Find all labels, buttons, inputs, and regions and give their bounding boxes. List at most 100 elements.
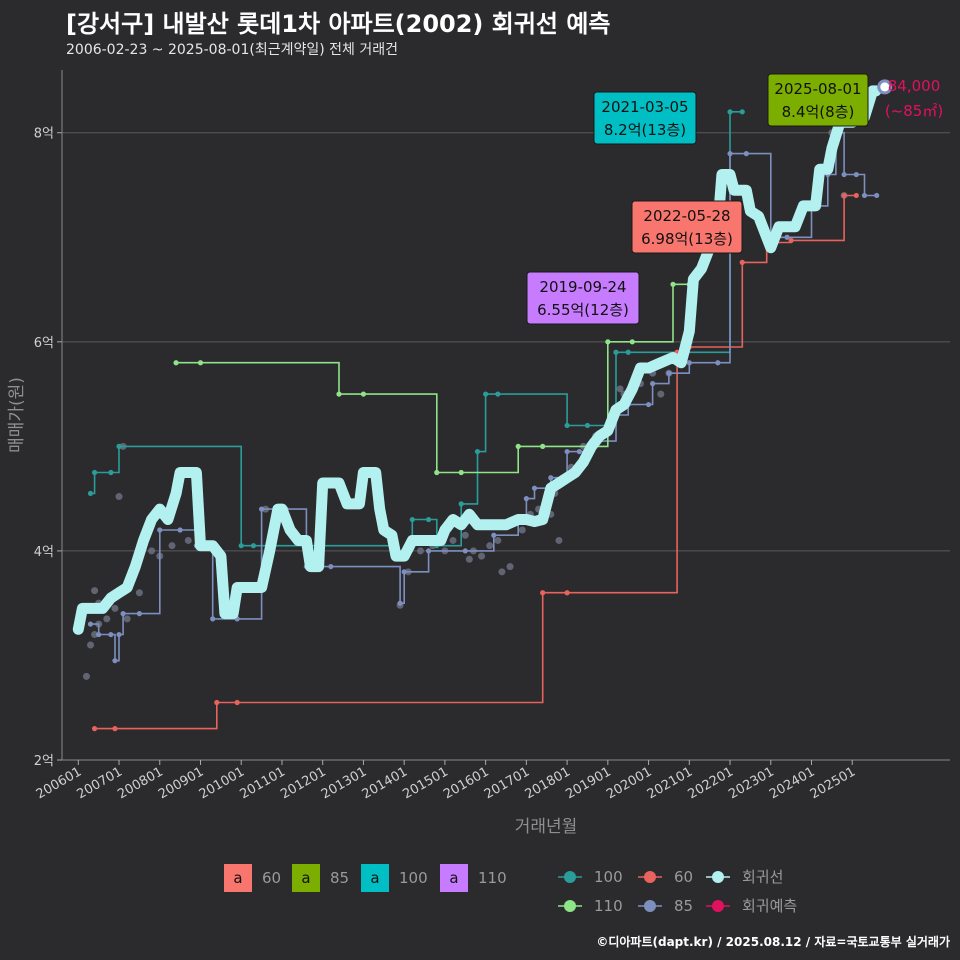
series-point-85	[841, 171, 847, 178]
series-point-100	[426, 516, 432, 523]
x-tick-label: 200701	[75, 764, 125, 802]
transaction-point	[184, 536, 192, 544]
x-tick-label: 201001	[197, 764, 247, 802]
legend-area-key: a	[370, 869, 379, 887]
series-point-100	[564, 422, 570, 429]
series-point-85	[784, 234, 790, 240]
series-point-100	[108, 469, 114, 476]
series-point-110	[434, 469, 440, 476]
series-point-110	[197, 360, 204, 366]
forecast-price-label: 84,000	[888, 77, 941, 95]
series-point-100	[238, 543, 244, 549]
series-point-85	[548, 475, 554, 481]
legend-area-swatch	[440, 864, 468, 892]
transaction-point	[518, 526, 526, 534]
series-point-60	[214, 699, 220, 706]
series-point-60	[739, 259, 745, 265]
legend-series-dot	[564, 900, 576, 912]
transaction-point	[416, 547, 424, 555]
x-tick-label: 202201	[686, 764, 736, 802]
series-point-100	[409, 516, 415, 523]
series-point-85	[177, 527, 183, 533]
legend-series-dot	[712, 871, 724, 883]
series-point-100	[727, 109, 733, 115]
series-point-100	[625, 349, 631, 355]
series-point-110	[605, 339, 611, 345]
transaction-point	[103, 615, 111, 623]
annotation-value: 8.4억(8층)	[782, 103, 855, 121]
legend-area-key: a	[233, 869, 242, 887]
y-tick-label: 2억	[34, 754, 54, 769]
x-tick-label: 200801	[115, 764, 165, 802]
series-point-85	[136, 611, 142, 617]
x-tick-label: 202401	[767, 764, 817, 802]
y-tick-label: 4억	[34, 545, 54, 560]
series-point-85	[666, 370, 672, 376]
legend-area-swatch	[224, 864, 252, 892]
x-tick-label: 200901	[156, 764, 206, 802]
series-point-100	[613, 349, 619, 355]
series-line-110	[176, 283, 690, 474]
series-point-110	[360, 391, 367, 397]
y-axis-title: 매매가(원)	[7, 377, 27, 453]
series-point-85	[645, 401, 652, 408]
series-point-85	[715, 360, 721, 366]
annotation-85: 2025-08-01 8.4억(8층)	[767, 73, 869, 127]
transaction-point	[91, 587, 99, 595]
legend-series-label: 60	[674, 868, 693, 886]
chart-title: [강서구] 내발산 롯데1차 아파트(2002) 회귀선 예측	[66, 10, 611, 38]
transaction-point	[135, 589, 143, 597]
x-tick-label: 202501	[808, 764, 858, 802]
series-point-60	[112, 726, 118, 732]
series-point-100	[483, 391, 489, 397]
series-point-85	[96, 631, 102, 638]
forecast-area-label: (~85㎡)	[885, 102, 943, 120]
legend-series-dot	[644, 900, 656, 912]
series-point-100	[739, 109, 745, 115]
series-line-100	[90, 111, 743, 552]
annotation-layer: 84,000 (~85㎡) 2025-08-01 8.4억(8층) 2021-03-05…	[526, 73, 943, 325]
forecast-point	[877, 79, 893, 95]
transaction-point	[91, 631, 99, 639]
series-point-85	[120, 611, 126, 617]
legend-area-key: a	[449, 869, 458, 887]
series-point-60	[841, 192, 847, 199]
x-tick-label: 201201	[278, 764, 328, 802]
transaction-point	[506, 563, 514, 571]
transaction-point	[168, 542, 176, 550]
series-point-85	[564, 448, 570, 455]
series-point-85	[397, 600, 403, 606]
annotation-date: 2025-08-01	[774, 80, 861, 98]
x-tick-label: 202301	[726, 764, 776, 802]
legend-series-dot	[644, 871, 656, 883]
x-tick-label: 201901	[563, 764, 613, 802]
y-tick-label: 6억	[34, 336, 54, 351]
series-point-60	[234, 699, 240, 706]
series-point-60	[540, 590, 546, 596]
series-point-85	[112, 658, 118, 664]
series-point-85	[491, 532, 497, 538]
series-point-100	[116, 443, 122, 449]
series-point-85	[861, 192, 868, 199]
transaction-point	[82, 672, 90, 680]
series-point-85	[258, 506, 265, 512]
transaction-point	[148, 547, 156, 555]
annotation-date: 2019-09-24	[539, 278, 626, 296]
transaction-point	[616, 385, 624, 393]
transaction-point	[486, 542, 494, 550]
series-point-110	[515, 443, 521, 449]
series-point-100	[474, 448, 481, 455]
transaction-point	[465, 555, 473, 563]
series-point-110	[629, 339, 635, 345]
annotation-box	[631, 200, 743, 254]
series-point-85	[462, 548, 468, 554]
series-point-60	[91, 726, 98, 732]
annotation-100: 2021-03-05 8.2억(13층)	[593, 91, 697, 145]
series-point-60	[788, 237, 794, 244]
series-point-85	[523, 496, 529, 502]
series-point-85	[874, 192, 880, 199]
series-point-85	[686, 360, 692, 366]
series-point-85	[328, 563, 334, 570]
x-tick-label: 201801	[523, 764, 573, 802]
series-point-60	[564, 590, 570, 596]
